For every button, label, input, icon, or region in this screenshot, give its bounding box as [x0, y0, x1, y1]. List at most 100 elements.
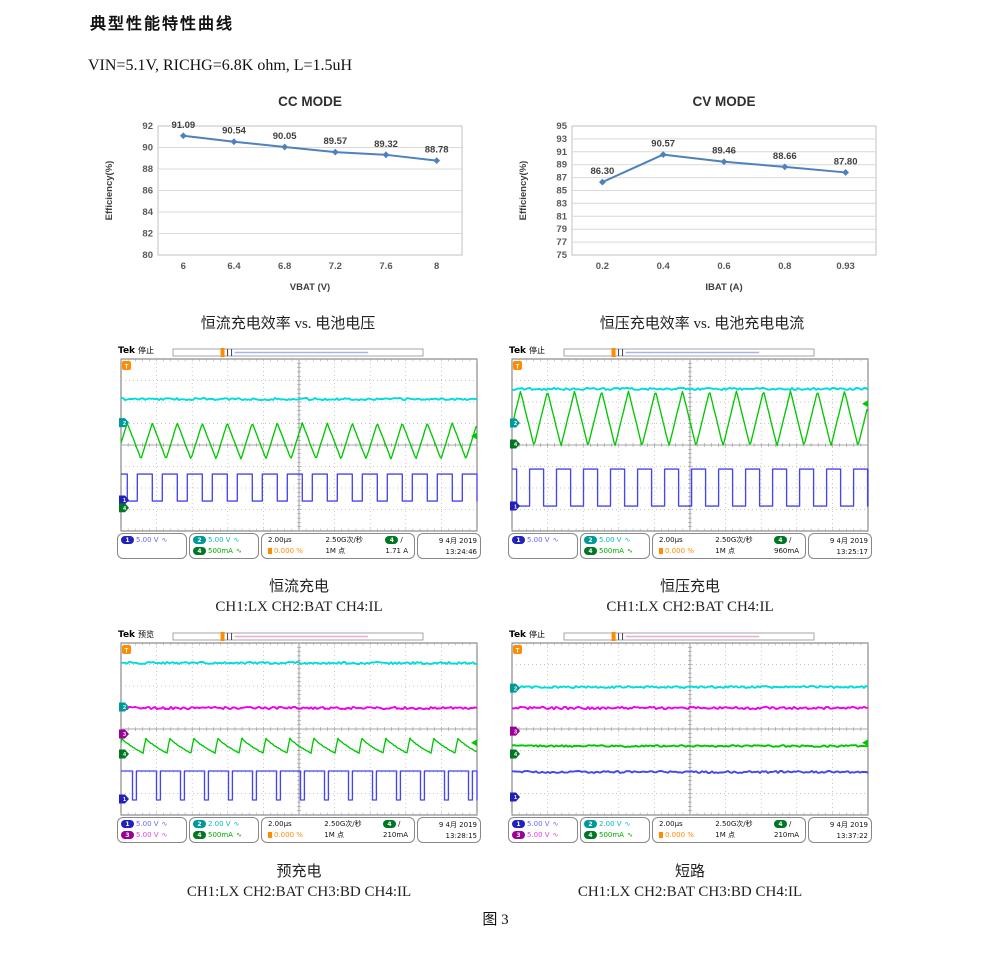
ch1-badge: 1 [121, 820, 134, 828]
ch1-trace [512, 468, 869, 507]
svg-text:79: 79 [556, 224, 567, 235]
timebase-trigger-box: 2.00µs 0.000 % 2.50G次/秒 1M 点 4/210mA [261, 817, 415, 843]
ch2-badge: 2 [584, 536, 597, 544]
trigger-level-marker [862, 739, 868, 747]
datetime-box: 9 4月 2019 13:24:46 [417, 533, 481, 559]
ch2-trace [511, 386, 869, 391]
svg-text:4: 4 [514, 752, 518, 758]
scope-date: 9 4月 2019 [829, 820, 868, 829]
acquisition-status: 停止 [138, 346, 155, 355]
trigger-source: 4/ [385, 535, 408, 545]
tek-logo: Tek [509, 346, 527, 356]
svg-text:89: 89 [556, 160, 567, 171]
data-point-label: 90.05 [273, 131, 297, 142]
bandwidth-icon: ∿ [233, 536, 240, 544]
trigger-icon [122, 361, 131, 370]
svg-text:0.6: 0.6 [717, 261, 730, 272]
ch2-scale: 5.00 V [599, 536, 622, 544]
timebase-trigger-box: 2.00µs 0.000 % 2.50G次/秒 1M 点 4/960mA [652, 533, 806, 559]
ch2-scale: 5.00 V [208, 536, 231, 544]
svg-text:1: 1 [514, 795, 517, 801]
svg-text:7.6: 7.6 [379, 261, 392, 272]
data-point-marker [720, 158, 728, 166]
scope-header: Tek 预览 [118, 629, 154, 640]
ch1-trace [121, 473, 478, 502]
scope-header: Tek 停止 [509, 345, 545, 356]
trigger-level-marker [471, 739, 477, 747]
trigger-position-marker [220, 348, 225, 357]
bandwidth-icon: ∿ [235, 547, 242, 555]
scope-statusbar: 1 5.00 V ∿ 3 5.00 V ∿ 2 2.00 V ∿ 4 500mA ∿ 2.00µs 0.0… [508, 817, 872, 843]
trigger-pos-icon [268, 832, 272, 838]
ch2-readout: 2 2.00 V ∿ [584, 819, 646, 829]
channel-readout-box: 1 5.00 V ∿ [508, 533, 578, 559]
datetime-box: 9 4月 2019 13:37:22 [808, 817, 872, 843]
scope-time: 13:28:15 [445, 831, 477, 840]
scope-screen: T 2 4 1 [510, 348, 869, 532]
svg-text:4: 4 [123, 506, 127, 512]
svg-text:81: 81 [556, 211, 567, 222]
data-point-label: 91.09 [171, 120, 195, 131]
scope-channels-precharge: CH1:LX CH2:BAT CH3:BD CH4:IL [186, 884, 412, 900]
scope-precharge: Tek 预览 T 2 3 4 1 1 5.00 V ∿ 3 5.00 V ∿ 2 2.00 V ∿ 4 500mA… [117, 629, 481, 843]
data-point-label: 90.57 [651, 139, 675, 150]
svg-text:T: T [516, 649, 520, 655]
scope-statusbar: 1 5.00 V ∿ 2 5.00 V ∿ 4 500mA ∿ 2.00µs 0.000 % 2.50… [117, 533, 481, 559]
ch4-trace [511, 744, 869, 748]
channel-readout-box: 1 5.00 V ∿ 3 5.00 V ∿ [117, 817, 187, 843]
scope-time: 13:25:17 [836, 547, 868, 556]
svg-text:1: 1 [123, 498, 126, 504]
bandwidth-icon: ∿ [552, 831, 559, 839]
svg-text:0.93: 0.93 [836, 261, 855, 272]
ch4-scale: 500mA [208, 547, 233, 555]
timebase-readout: 2.00µs [659, 536, 683, 544]
trigger-position-readout: 0.000 % [659, 546, 694, 556]
trigger-level: 960mA [774, 547, 799, 555]
bandwidth-icon: ∿ [626, 547, 633, 555]
timebase-trigger-box: 2.00µs 0.000 % 2.50G次/秒 1M 点 4/1.71 A [261, 533, 415, 559]
ch3-trace [120, 705, 478, 711]
ch2-marker [510, 683, 520, 693]
ch2-readout: 2 5.00 V ∿ [584, 535, 646, 545]
sample-rate: 2.50G次/秒 [715, 536, 753, 544]
svg-text:85: 85 [556, 186, 567, 197]
svg-text:92: 92 [142, 121, 153, 132]
ch1-badge: 1 [121, 536, 134, 544]
scope-channels-cv: CH1:LX CH2:BAT CH4:IL [606, 599, 774, 615]
y-axis-label: Efficiency(%) [518, 161, 529, 221]
scope-channels-short: CH1:LX CH2:BAT CH3:BD CH4:IL [577, 884, 803, 900]
data-point-label: 86.30 [591, 166, 615, 177]
data-point-label: 89.32 [374, 139, 398, 150]
trigger-level: 210mA [774, 831, 799, 839]
timebase-readout: 2.00µs [659, 820, 683, 828]
svg-text:6: 6 [181, 261, 186, 272]
record-length: 1M 点 [324, 831, 344, 839]
bandwidth-icon: ∿ [624, 536, 631, 544]
trigger-pos-icon [268, 548, 272, 554]
data-point-marker [659, 151, 667, 158]
svg-text:87: 87 [556, 173, 567, 184]
series-line [183, 134, 437, 162]
svg-text:T: T [516, 365, 520, 371]
ch4-readout: 4 500mA ∿ [584, 546, 646, 556]
ch2-badge: 2 [193, 536, 206, 544]
svg-text:90: 90 [142, 143, 153, 154]
record-length: 1M 点 [715, 547, 735, 555]
trigger-icon [513, 361, 522, 370]
tek-logo: Tek [118, 346, 136, 356]
scope-statusbar: 1 5.00 V ∿ 2 5.00 V ∿ 4 500mA ∿ 2.00µs 0.000 % 2.50… [508, 533, 872, 559]
tek-logo: Tek [509, 630, 527, 640]
scope-caption-cv: 恒压充电 [659, 579, 720, 595]
ch1-marker [510, 792, 520, 802]
svg-text:83: 83 [556, 198, 567, 209]
scope-cc-charge: Tek 停止 T 2 1 4 1 5.00 V ∿ 2 5.00 V ∿ 4 500mA ∿ 2.00µs 0.… [117, 346, 481, 559]
ch2-marker [510, 418, 520, 428]
trigger-source: 4/ [383, 819, 408, 829]
data-point-label: 88.66 [773, 151, 797, 162]
svg-text:T: T [125, 365, 129, 371]
ch2-trace [121, 660, 478, 666]
data-point-marker [331, 148, 339, 156]
ch4-readout: 4 500mA ∿ [584, 830, 646, 840]
svg-text:3: 3 [514, 729, 517, 735]
svg-text:2: 2 [514, 421, 517, 427]
